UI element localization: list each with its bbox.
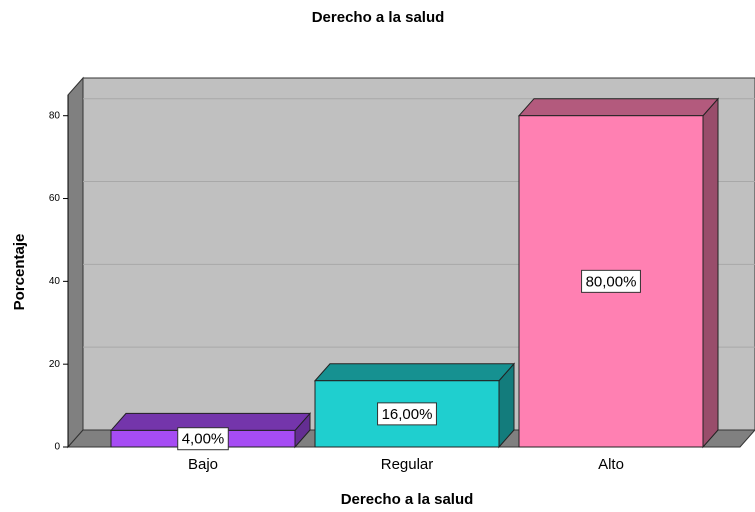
chart-title: Derecho a la salud (312, 9, 445, 26)
y-tick-label: 0 (54, 442, 60, 453)
value-label: 80,00% (586, 273, 637, 290)
y-tick-label: 60 (49, 193, 61, 204)
bar-side (702, 97, 719, 449)
x-tick-label: Regular (381, 456, 434, 473)
value-label: 4,00% (182, 431, 225, 448)
value-label-box (177, 427, 229, 451)
x-tick-label: Alto (598, 456, 624, 473)
x-axis-title: Derecho a la salud (341, 491, 474, 508)
value-label-box (377, 402, 437, 426)
left-wall (67, 76, 84, 449)
y-tick-label: 40 (49, 276, 61, 287)
value-label: 16,00% (382, 406, 433, 423)
bar-top (517, 98, 720, 117)
y-tick-label: 80 (49, 110, 61, 121)
bar-top (313, 363, 516, 382)
y-axis-title: Porcentaje (11, 234, 28, 311)
y-tick-label: 20 (49, 359, 61, 370)
value-label-box (581, 269, 641, 293)
x-tick-label: Bajo (188, 456, 218, 473)
